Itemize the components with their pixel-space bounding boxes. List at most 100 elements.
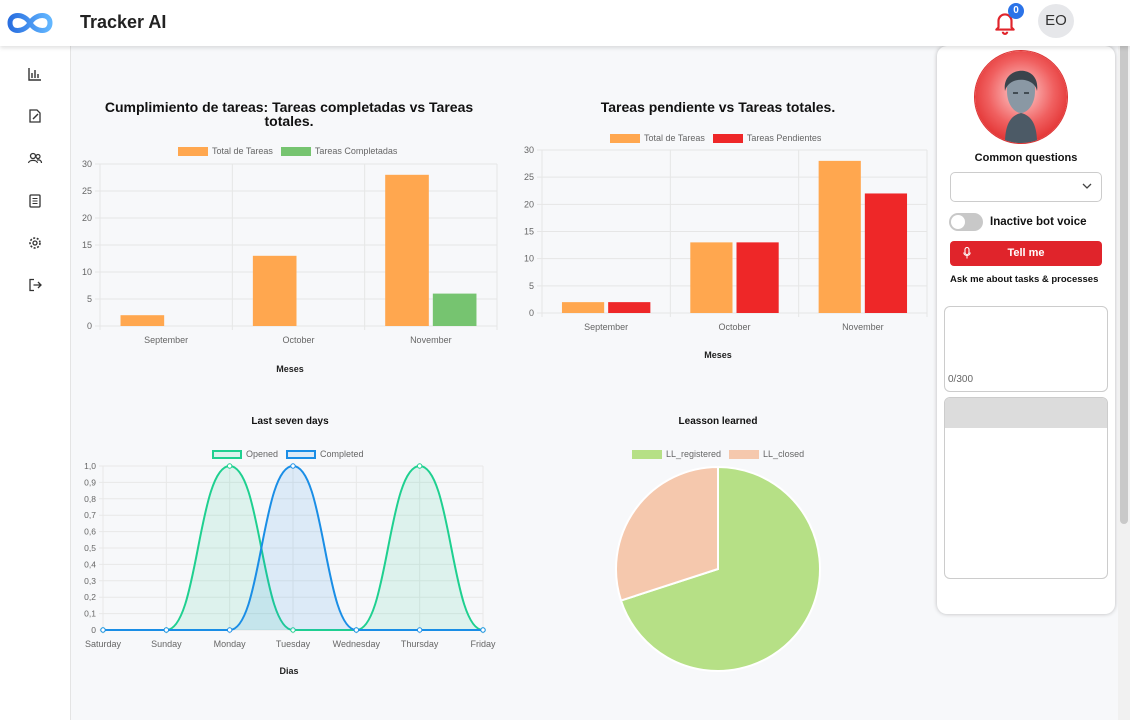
data-point — [226, 627, 233, 633]
y-tick-label: 0 — [87, 321, 92, 331]
chart-2-bar-chart: 0 5 10 15 20 25 30 September October November — [524, 145, 928, 332]
y-tick-label: 0,5 — [84, 543, 96, 553]
y-tick-label: 25 — [524, 172, 534, 182]
bar — [818, 160, 861, 313]
legend-label-registered: LL_registered — [666, 449, 722, 459]
bar-chart-icon[interactable] — [27, 66, 43, 82]
legend-swatch-completed — [286, 449, 317, 459]
bell-icon[interactable] — [992, 9, 1018, 35]
app-title: Tracker AI — [80, 12, 167, 32]
question-textarea[interactable]: 0/300 — [944, 306, 1108, 392]
y-tick-label: 15 — [82, 240, 92, 250]
bar — [608, 302, 651, 313]
chart-1-x-axis-title: Meses — [276, 364, 304, 374]
pie-slice — [619, 465, 821, 672]
x-tick-label: September — [584, 322, 628, 332]
logout-icon[interactable] — [27, 277, 43, 293]
chart-1-bar-chart: 0 5 10 15 20 25 30 September October November — [82, 159, 498, 345]
legend-swatch-total — [178, 146, 208, 156]
chart-3-legend: Opened Completed — [212, 449, 364, 459]
y-tick-label: 0,3 — [84, 576, 96, 586]
chart-4-title: Leasson learned — [678, 416, 758, 427]
y-tick-label: 1,0 — [84, 461, 96, 471]
users-icon[interactable] — [27, 150, 43, 166]
infinity-logo-icon[interactable] — [6, 8, 54, 38]
y-tick-label: 30 — [524, 145, 534, 155]
response-header — [945, 398, 1107, 428]
bar — [690, 242, 733, 313]
x-tick-label: November — [410, 335, 452, 345]
bar — [385, 174, 429, 326]
chart-4-pie-chart — [615, 465, 821, 672]
chart-3-title: Last seven days — [251, 416, 329, 427]
y-tick-label: 0 — [529, 308, 534, 318]
x-tick-label: Tuesday — [276, 639, 311, 649]
series-area — [103, 466, 483, 630]
chart-1-legend: Total de Tareas Tareas Completadas — [178, 146, 397, 156]
tell-me-button[interactable]: Tell me — [950, 241, 1102, 266]
y-tick-label: 0,9 — [84, 477, 96, 487]
top-bar: Tracker AI 0 EO — [0, 0, 1130, 46]
y-tick-label: 15 — [524, 227, 534, 237]
scrollbar-thumb[interactable] — [1120, 4, 1128, 524]
common-questions-label: Common questions — [974, 152, 1078, 164]
y-tick-label: 10 — [524, 254, 534, 264]
response-box — [944, 397, 1108, 579]
data-point — [416, 463, 423, 469]
response-text — [945, 428, 1107, 440]
legend-swatch-completed — [280, 146, 311, 156]
y-tick-label: 0,2 — [84, 592, 96, 602]
chart-2-x-axis-title: Meses — [704, 350, 732, 360]
legend-label-pending: Tareas Pendientes — [746, 133, 822, 143]
legend-label-total: Total de Tareas — [212, 146, 273, 156]
y-tick-label: 0 — [91, 625, 96, 635]
y-tick-label: 0,8 — [84, 494, 96, 504]
bar — [561, 302, 605, 313]
legend-swatch-registered — [632, 449, 662, 459]
x-tick-label: October — [718, 322, 750, 332]
edit-doc-icon[interactable] — [27, 108, 43, 124]
y-tick-label: 30 — [82, 159, 92, 169]
data-point — [353, 627, 360, 633]
legend-swatch-opened — [212, 449, 242, 459]
list-icon[interactable] — [27, 193, 43, 209]
common-questions-select[interactable] — [950, 172, 1102, 202]
data-point — [290, 463, 296, 469]
y-tick-label: 0,7 — [84, 510, 96, 520]
mic-icon — [963, 247, 971, 259]
x-tick-label: October — [282, 335, 314, 345]
x-tick-label: Friday — [470, 639, 496, 649]
assistant-panel: Common questions Inactive bot voice Tell… — [937, 46, 1115, 614]
data-point — [416, 627, 423, 633]
y-tick-label: 10 — [82, 267, 92, 277]
y-tick-label: 5 — [87, 294, 92, 304]
series-area — [103, 466, 483, 630]
legend-label-total: Total de Tareas — [644, 133, 705, 143]
bot-voice-toggle[interactable] — [949, 213, 983, 231]
legend-swatch-closed — [729, 449, 760, 459]
x-tick-label: September — [144, 335, 188, 345]
y-tick-label: 5 — [529, 281, 534, 291]
data-point — [480, 627, 486, 633]
legend-label-completed: Completed — [320, 449, 364, 459]
sidebar — [0, 46, 71, 720]
notification-badge: 0 — [1008, 3, 1024, 19]
legend-label-closed: LL_closed — [763, 449, 805, 459]
y-tick-label: 25 — [82, 186, 92, 196]
bot-voice-label: Inactive bot voice — [990, 216, 1087, 228]
data-point — [100, 627, 106, 633]
x-tick-label: Sunday — [151, 639, 182, 649]
legend-label-completed: Tareas Completadas — [314, 146, 398, 156]
y-tick-label: 20 — [82, 213, 92, 223]
chart-3-line-chart: 0 0,1 0,2 0,3 0,4 0,5 0,6 0,7 0,8 0,9 1,0 Saturday S… — [84, 461, 496, 649]
chart-3-x-axis-title: Dias — [279, 666, 299, 676]
ask-label: Ask me about tasks & processes — [950, 274, 1099, 285]
data-point — [226, 463, 233, 469]
chevron-down-icon — [1082, 183, 1092, 189]
user-avatar[interactable]: EO — [1038, 4, 1074, 38]
y-tick-label: 0,1 — [84, 609, 96, 619]
legend-label-opened: Opened — [246, 449, 279, 459]
gear-icon[interactable] — [27, 235, 43, 251]
robot-woman-avatar — [974, 50, 1068, 144]
y-tick-label: 20 — [524, 199, 534, 209]
